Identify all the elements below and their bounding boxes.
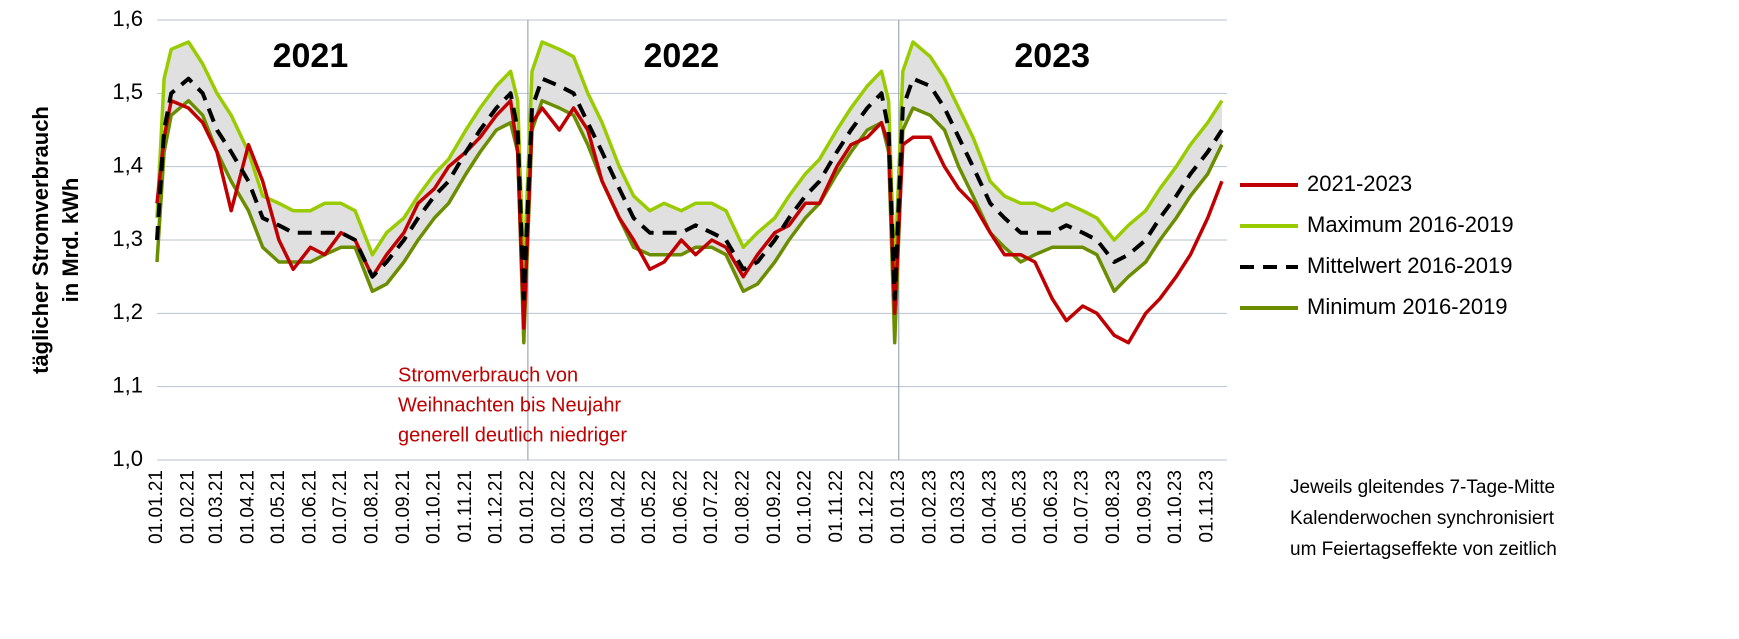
x-tick-label: 01.09.23 — [1135, 470, 1156, 544]
y-tick-label: 1,6 — [112, 6, 143, 31]
footnote: um Feiertagseffekte von zeitlich — [1290, 539, 1557, 560]
footnote: Jeweils gleitendes 7-Tage-Mitte — [1290, 477, 1555, 498]
year-label: 2021 — [273, 37, 349, 75]
y-tick-label: 1,0 — [112, 446, 143, 471]
annotation: generell deutlich niedriger — [398, 424, 627, 446]
x-tick-label: 01.07.23 — [1072, 470, 1093, 544]
x-tick-label: 01.04.21 — [237, 470, 258, 544]
legend-label: 2021-2023 — [1307, 171, 1412, 196]
x-tick-label: 01.03.23 — [948, 470, 969, 544]
x-tick-label: 01.12.22 — [856, 470, 877, 544]
x-tick-label: 01.08.23 — [1103, 470, 1124, 544]
x-tick-label: 01.10.22 — [794, 470, 815, 544]
x-tick-label: 01.12.21 — [485, 470, 506, 544]
x-tick-label: 01.08.21 — [361, 470, 382, 544]
x-tick-label: 01.06.21 — [299, 470, 320, 544]
x-tick-label: 01.05.23 — [1010, 470, 1031, 544]
legend-label: Maximum 2016-2019 — [1307, 212, 1514, 237]
x-tick-label: 01.05.21 — [268, 470, 289, 544]
x-tick-label: 01.01.23 — [888, 470, 909, 544]
x-tick-label: 01.01.21 — [146, 470, 167, 544]
annotation: Stromverbrauch von — [398, 364, 578, 386]
x-tick-label: 01.09.21 — [393, 470, 414, 544]
x-tick-label: 01.02.22 — [548, 470, 569, 544]
x-tick-label: 01.03.21 — [206, 470, 227, 544]
series-line — [155, 98, 1224, 345]
y-tick-label: 1,2 — [112, 299, 143, 324]
x-tick-label: 01.01.22 — [517, 470, 538, 544]
year-label: 2022 — [644, 37, 720, 75]
x-tick-label: 01.06.22 — [670, 470, 691, 544]
y-tick-label: 1,3 — [112, 226, 143, 251]
legend-label: Minimum 2016-2019 — [1307, 294, 1508, 319]
x-tick-label: 01.08.22 — [732, 470, 753, 544]
x-tick-label: 01.02.23 — [919, 470, 940, 544]
y-tick-label: 1,5 — [112, 79, 143, 104]
x-tick-label: 01.07.22 — [701, 470, 722, 544]
x-tick-label: 01.10.21 — [423, 470, 444, 544]
range-band — [157, 42, 1222, 343]
x-tick-label: 01.06.23 — [1041, 470, 1062, 544]
series-line — [155, 98, 1224, 345]
x-tick-label: 01.09.22 — [764, 470, 785, 544]
x-tick-label: 01.04.22 — [608, 470, 629, 544]
y-tick-label: 1,1 — [112, 372, 143, 397]
x-tick-label: 01.05.22 — [639, 470, 660, 544]
x-tick-label: 01.04.23 — [979, 470, 1000, 544]
x-tick-label: 01.02.21 — [178, 470, 199, 544]
annotation: Weihnachten bis Neujahr — [398, 394, 621, 416]
y-axis-title: täglicher Stromverbrauch — [28, 106, 53, 374]
x-tick-label: 01.10.23 — [1165, 470, 1186, 544]
legend-label: Mittelwert 2016-2019 — [1307, 253, 1512, 278]
x-tick-label: 01.03.22 — [577, 470, 598, 544]
series-line — [155, 40, 1224, 279]
year-label: 2023 — [1014, 37, 1090, 75]
series-line — [155, 76, 1224, 301]
x-tick-label: 01.11.23 — [1197, 470, 1218, 543]
x-tick-label: 01.11.21 — [455, 470, 476, 543]
y-tick-label: 1,4 — [112, 152, 143, 177]
footnote: Kalenderwochen synchronisiert — [1290, 508, 1555, 529]
y-axis-title: in Mrd. kWh — [58, 178, 83, 303]
x-tick-label: 01.11.22 — [826, 470, 847, 543]
x-tick-label: 01.07.21 — [330, 470, 351, 544]
